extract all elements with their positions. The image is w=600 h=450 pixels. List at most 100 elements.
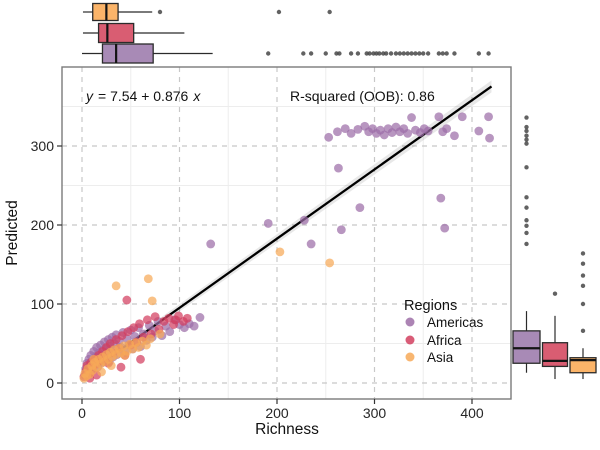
legend-swatch-africa (405, 335, 415, 345)
outlier-dot (413, 51, 418, 56)
scatter-point-asia (275, 247, 285, 257)
scatter-point-americas (434, 112, 444, 122)
outlier-dot (384, 51, 389, 56)
scatter-point-asia (97, 367, 106, 377)
outlier-dot (524, 218, 529, 223)
x-tick-label: 200 (265, 405, 289, 421)
legend-swatch-asia (405, 352, 415, 362)
scatter-points-layer (79, 112, 494, 383)
scatter-point-americas (403, 128, 413, 138)
y-tick-label: 100 (31, 296, 55, 312)
scatter-point-americas (206, 239, 216, 249)
outlier-dot (397, 51, 403, 56)
scatter-point-americas (436, 193, 446, 203)
legend-swatch-americas (405, 317, 415, 327)
legend: Regions Americas Africa Asia (404, 298, 484, 365)
box (569, 357, 597, 374)
marginal-boxplots-layer (82, 2, 597, 380)
x-tick-label: 400 (460, 405, 484, 421)
outlier-dot (524, 115, 529, 120)
scatter-point-americas (353, 125, 363, 134)
scatter-point-americas (334, 163, 343, 173)
scatter-point-asia (111, 281, 121, 291)
scatter-point-africa (135, 319, 144, 329)
outlier-dot (444, 51, 449, 56)
outlier-dot (348, 51, 354, 56)
outlier-dot (486, 51, 491, 56)
outlier-dot (580, 251, 586, 256)
outlier-dot (337, 51, 342, 56)
outlier-dot (388, 51, 394, 56)
outlier-dot (524, 241, 529, 247)
outlier-dot (157, 9, 163, 15)
outlier-dot (266, 51, 271, 56)
scatter-point-americas (485, 133, 494, 143)
scatter-point-americas (346, 128, 356, 138)
scatter-point-americas (299, 215, 309, 225)
outlier-dot (393, 51, 399, 56)
scatter-point-americas (336, 225, 346, 235)
scatter-point-asia (134, 343, 143, 352)
x-tick-label: 300 (363, 405, 387, 421)
scatter-point-americas (263, 219, 273, 228)
top-boxplot-africa (82, 22, 185, 44)
scatter-point-africa (136, 354, 145, 364)
y-tick-label: 0 (46, 375, 54, 391)
outlier-dot (417, 51, 422, 56)
legend-label-americas: Americas (427, 315, 484, 330)
scatter-point-americas (165, 327, 175, 337)
outlier-dot (405, 51, 410, 56)
outlier-dot (401, 51, 406, 56)
scatter-point-asia (106, 361, 116, 371)
scatter-point-americas (474, 126, 484, 136)
outlier-dot (524, 128, 529, 134)
scatter-point-americas (442, 124, 452, 134)
outlier-dot (367, 51, 372, 56)
outlier-dot (323, 51, 328, 56)
scatter-point-asia (143, 274, 153, 284)
gridlines-layer (62, 67, 511, 399)
outlier-dot (440, 51, 445, 56)
outlier-dot (276, 9, 282, 15)
scatter-point-americas (407, 113, 416, 122)
equation-y: y (85, 88, 94, 104)
outlier-dot (524, 205, 529, 210)
outlier-dot (476, 51, 482, 56)
y-axis-title: Predicted (4, 200, 21, 265)
outlier-dot (524, 230, 529, 236)
scatter-point-asia (145, 334, 155, 344)
right-boxplot-africa (541, 291, 569, 380)
outlier-dot (580, 301, 586, 307)
outlier-dot (524, 124, 529, 130)
right-boxplot-americas (512, 115, 541, 373)
panel-border (61, 66, 512, 400)
outlier-dot (580, 273, 586, 278)
outlier-dot (327, 9, 332, 15)
outlier-dot (425, 51, 431, 56)
scatter-point-asia (89, 354, 99, 364)
outlier-dot (524, 223, 529, 228)
scatter-point-americas (340, 124, 350, 134)
outlier-dot (524, 137, 529, 142)
outlier-dot (409, 51, 414, 56)
y-tick-label: 200 (31, 217, 55, 233)
equation-x: x (192, 88, 201, 104)
outlier-dot (421, 51, 426, 56)
scatter-point-americas (333, 127, 342, 137)
scatter-point-americas (324, 132, 334, 142)
scatter-point-americas (379, 130, 389, 140)
scatter-point-africa (164, 313, 174, 323)
scatter-point-asia (120, 350, 130, 360)
scatter-point-africa (182, 313, 192, 323)
scatter-point-asia (325, 258, 335, 268)
panel-border-layer (61, 66, 512, 400)
scatter-point-africa (116, 362, 126, 372)
outlier-dot (524, 195, 529, 200)
scatter-point-americas (484, 112, 493, 122)
scatter-point-americas (189, 321, 199, 331)
x-tick-label: 100 (168, 405, 192, 421)
outlier-dot (580, 261, 586, 266)
outlier-dot (308, 51, 314, 56)
